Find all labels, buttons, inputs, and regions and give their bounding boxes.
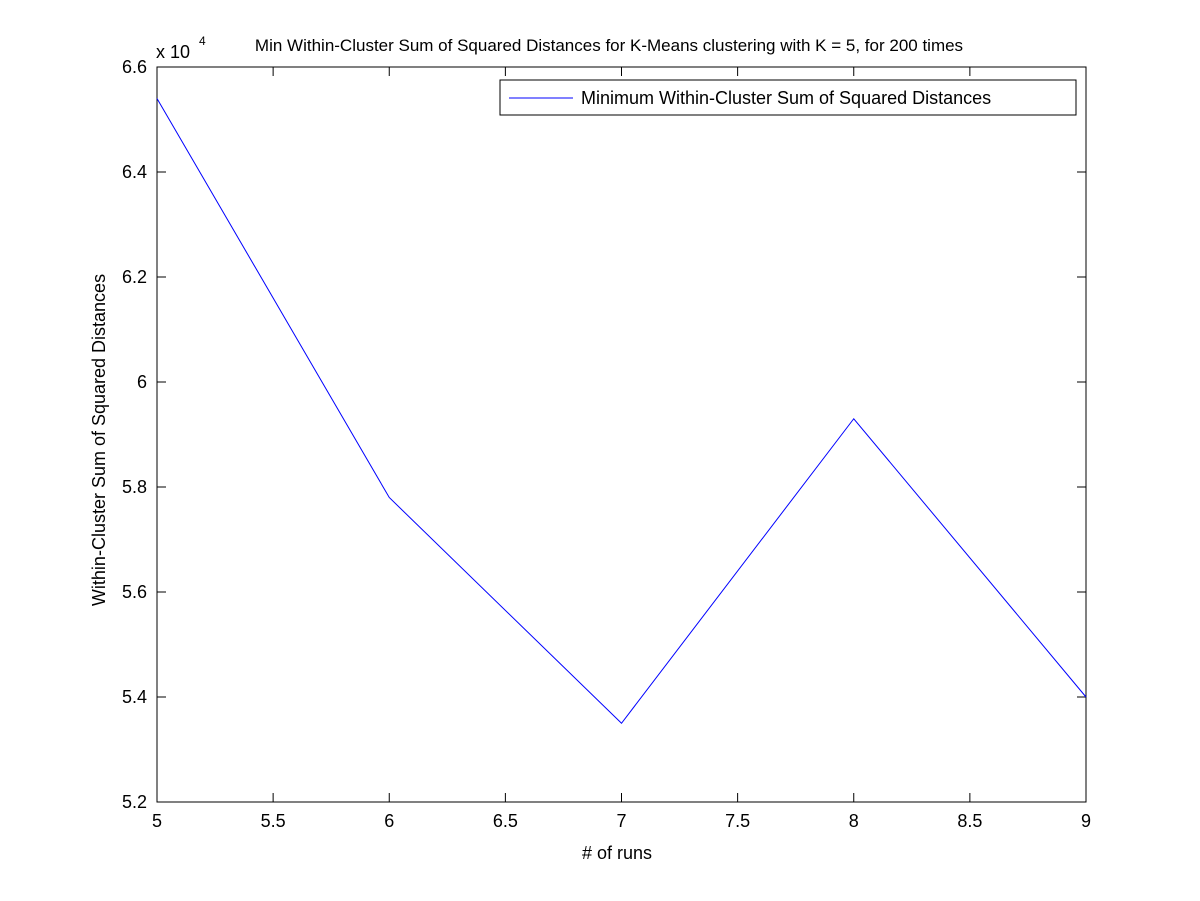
y-tick-label: 6 bbox=[137, 372, 147, 392]
x-axis: 5 5.5 6 6.5 7 7.5 8 8.5 9 bbox=[152, 67, 1091, 831]
x-tick-label: 5 bbox=[152, 811, 162, 831]
x-tick-label: 7.5 bbox=[725, 811, 750, 831]
x-tick-label: 7 bbox=[616, 811, 626, 831]
y-tick-label: 5.6 bbox=[122, 582, 147, 602]
series-line bbox=[156, 98, 1087, 725]
y-axis: 5.2 5.4 5.6 5.8 6 6.2 6.4 6.6 bbox=[122, 57, 1086, 812]
y-tick-label: 6.6 bbox=[122, 57, 147, 77]
y-tick-label: 6.4 bbox=[122, 162, 147, 182]
x-tick-label: 6.5 bbox=[493, 811, 518, 831]
x-tick-label: 5.5 bbox=[261, 811, 286, 831]
series-layer bbox=[156, 98, 1087, 725]
x-tick-label: 8.5 bbox=[957, 811, 982, 831]
plot-area bbox=[156, 66, 1087, 803]
legend-label: Minimum Within-Cluster Sum of Squared Di… bbox=[581, 88, 991, 108]
y-exponent-power: 4 bbox=[199, 34, 206, 48]
legend: Minimum Within-Cluster Sum of Squared Di… bbox=[499, 79, 1077, 116]
y-tick-label: 5.8 bbox=[122, 477, 147, 497]
y-tick-label: 6.2 bbox=[122, 267, 147, 287]
legend-box bbox=[499, 79, 1077, 116]
chart-title: Min Within-Cluster Sum of Squared Distan… bbox=[255, 36, 963, 55]
x-tick-label: 6 bbox=[384, 811, 394, 831]
y-exponent-label: x 10 bbox=[156, 42, 190, 62]
y-tick-label: 5.2 bbox=[122, 792, 147, 812]
x-tick-label: 8 bbox=[849, 811, 859, 831]
y-axis-label: Within-Cluster Sum of Squared Distances bbox=[89, 274, 109, 606]
y-tick-label: 5.4 bbox=[122, 687, 147, 707]
x-tick-label: 9 bbox=[1081, 811, 1091, 831]
x-axis-label: # of runs bbox=[582, 843, 652, 863]
